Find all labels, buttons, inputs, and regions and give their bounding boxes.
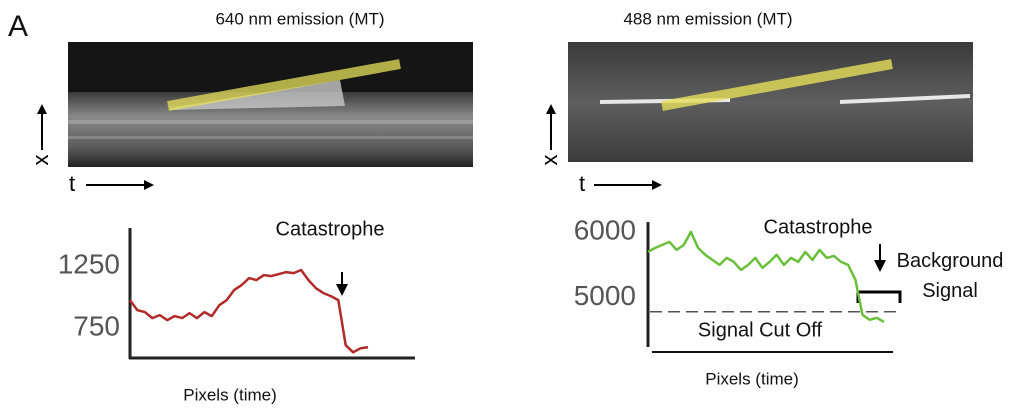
kymograph-streak [839, 94, 971, 104]
arrow-head [336, 284, 348, 296]
kymograph-track [167, 59, 401, 111]
arrow-head [144, 180, 154, 190]
data-line [647, 230, 885, 323]
arrow-head [874, 260, 886, 272]
t-label: t [69, 171, 75, 196]
x-axis-label: Pixels (time) [705, 369, 799, 388]
kymograph-streak [68, 136, 473, 139]
annotation: Catastrophe [764, 216, 873, 238]
arrow-head [652, 180, 662, 190]
t-label: t [579, 171, 585, 196]
y-tick-label: 5000 [574, 280, 636, 311]
annotation: Catastrophe [276, 218, 385, 240]
annotation: Signal Cut Off [698, 319, 823, 341]
x-axis-label: Pixels (time) [183, 385, 277, 404]
arrow-head [546, 104, 556, 114]
x-label: x [537, 155, 562, 166]
annotation: Background Signal [896, 250, 1004, 302]
y-tick-label: 750 [73, 311, 120, 342]
kymograph-streak [68, 120, 473, 124]
data-line [128, 268, 369, 354]
y-tick-label: 1250 [58, 248, 120, 279]
x-label: x [28, 155, 53, 166]
kymograph-title: 488 nm emission (MT) [623, 9, 792, 28]
panel-label: A [8, 10, 28, 43]
arrow-head [37, 104, 47, 114]
kymograph-track [661, 59, 893, 111]
kymograph-title: 640 nm emission (MT) [215, 9, 384, 28]
y-tick-label: 6000 [574, 214, 636, 245]
